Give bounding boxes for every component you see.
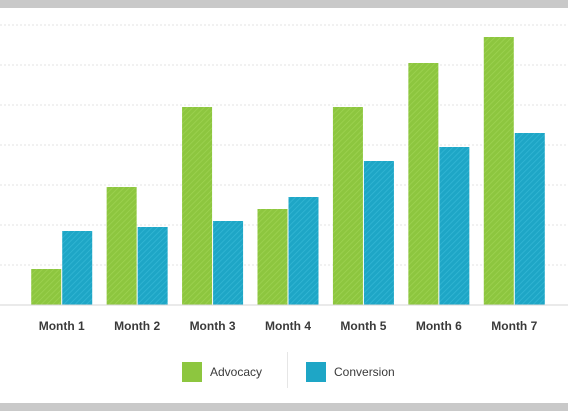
bar-advocacy-1[interactable]: [31, 269, 62, 305]
x-tick-label: Month 4: [265, 319, 311, 333]
legend-divider: [287, 352, 288, 388]
bar-conversion-5[interactable]: [363, 161, 394, 305]
bars: [31, 37, 545, 305]
bar-advocacy-4[interactable]: [257, 209, 288, 305]
bar-conversion-3[interactable]: [213, 221, 244, 305]
legend-swatch-conversion: [306, 362, 326, 382]
legend-label-advocacy: Advocacy: [210, 365, 263, 379]
bar-conversion-6[interactable]: [439, 147, 470, 305]
x-tick-label: Month 6: [416, 319, 462, 333]
x-tick-label: Month 2: [114, 319, 160, 333]
bar-conversion-2[interactable]: [137, 227, 168, 305]
top-border: [0, 0, 568, 8]
bar-advocacy-5[interactable]: [332, 107, 363, 305]
bar-advocacy-6[interactable]: [408, 63, 439, 305]
bottom-border: [0, 403, 568, 411]
legend-label-conversion: Conversion: [334, 365, 395, 379]
bar-conversion-7[interactable]: [514, 133, 545, 305]
x-tick-label: Month 1: [39, 319, 85, 333]
legend-item-conversion[interactable]: Conversion: [306, 362, 395, 382]
x-tick-label: Month 3: [190, 319, 236, 333]
bar-conversion-4[interactable]: [288, 197, 319, 305]
bar-advocacy-2[interactable]: [106, 187, 137, 305]
bar-chart: Month 1 Month 2 Month 3 Month 4 Month 5 Month…: [0, 24, 568, 333]
x-tick-labels: Month 1 Month 2 Month 3 Month 4 Month 5 Month…: [39, 319, 538, 333]
legend: Advocacy Conversion: [0, 352, 568, 390]
bar-conversion-1[interactable]: [62, 231, 93, 305]
legend-item-advocacy[interactable]: Advocacy: [182, 362, 262, 382]
x-tick-label: Month 5: [340, 319, 386, 333]
bar-advocacy-7[interactable]: [483, 37, 514, 305]
legend-swatch-advocacy: [182, 362, 202, 382]
bar-advocacy-3[interactable]: [182, 107, 213, 305]
x-tick-label: Month 7: [491, 319, 537, 333]
